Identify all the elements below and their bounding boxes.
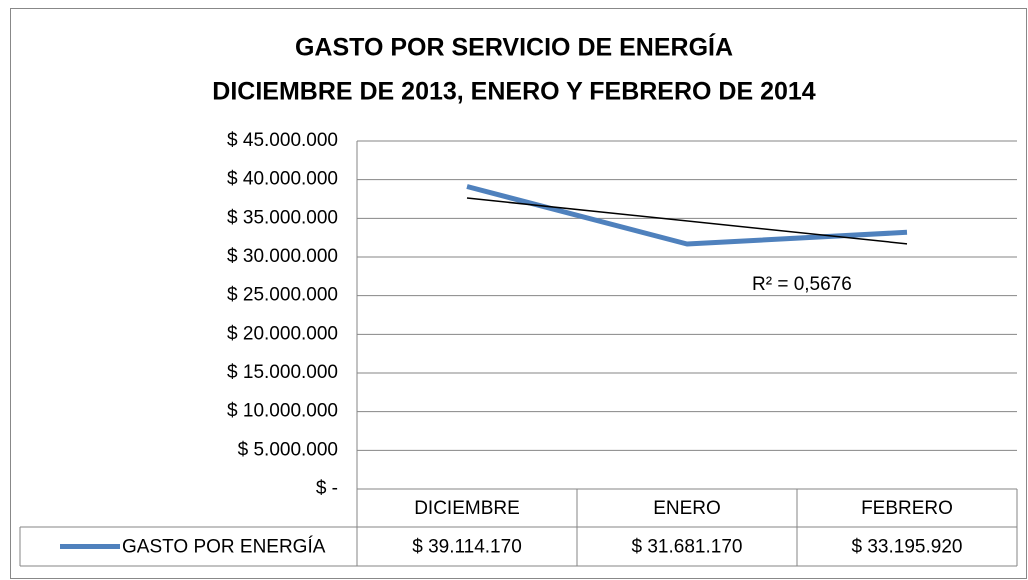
x-tick-label: DICIEMBRE	[414, 498, 520, 519]
y-tick-label: $ 45.000.000	[227, 130, 338, 151]
trendline-label: R² = 0,5676	[752, 274, 852, 295]
x-tick-label: FEBRERO	[861, 498, 953, 519]
data-table-value: $ 33.195.920	[852, 537, 963, 558]
y-tick-label: $ 25.000.000	[227, 285, 338, 306]
data-table-value: $ 31.681.170	[632, 537, 743, 558]
y-tick-label: $ 15.000.000	[227, 362, 338, 383]
x-tick-label: ENERO	[653, 498, 721, 519]
y-tick-label: $ 10.000.000	[227, 401, 338, 422]
trendline	[466, 197, 908, 245]
y-tick-label: $ 5.000.000	[238, 439, 338, 460]
chart-title: GASTO POR SERVICIO DE ENERGÍA	[295, 33, 733, 62]
y-tick-label: $ 35.000.000	[227, 207, 338, 228]
chart-frame	[10, 8, 1027, 579]
y-tick-label: $ -	[316, 478, 338, 499]
y-tick-label: $ 20.000.000	[227, 323, 338, 344]
chart-subtitle: DICIEMBRE DE 2013, ENERO Y FEBRERO DE 20…	[212, 78, 816, 106]
y-tick-label: $ 30.000.000	[227, 246, 338, 267]
legend-label: GASTO POR ENERGÍA	[122, 537, 326, 558]
data-table-value: $ 39.114.170	[412, 537, 522, 558]
y-tick-label: $ 40.000.000	[227, 169, 338, 190]
